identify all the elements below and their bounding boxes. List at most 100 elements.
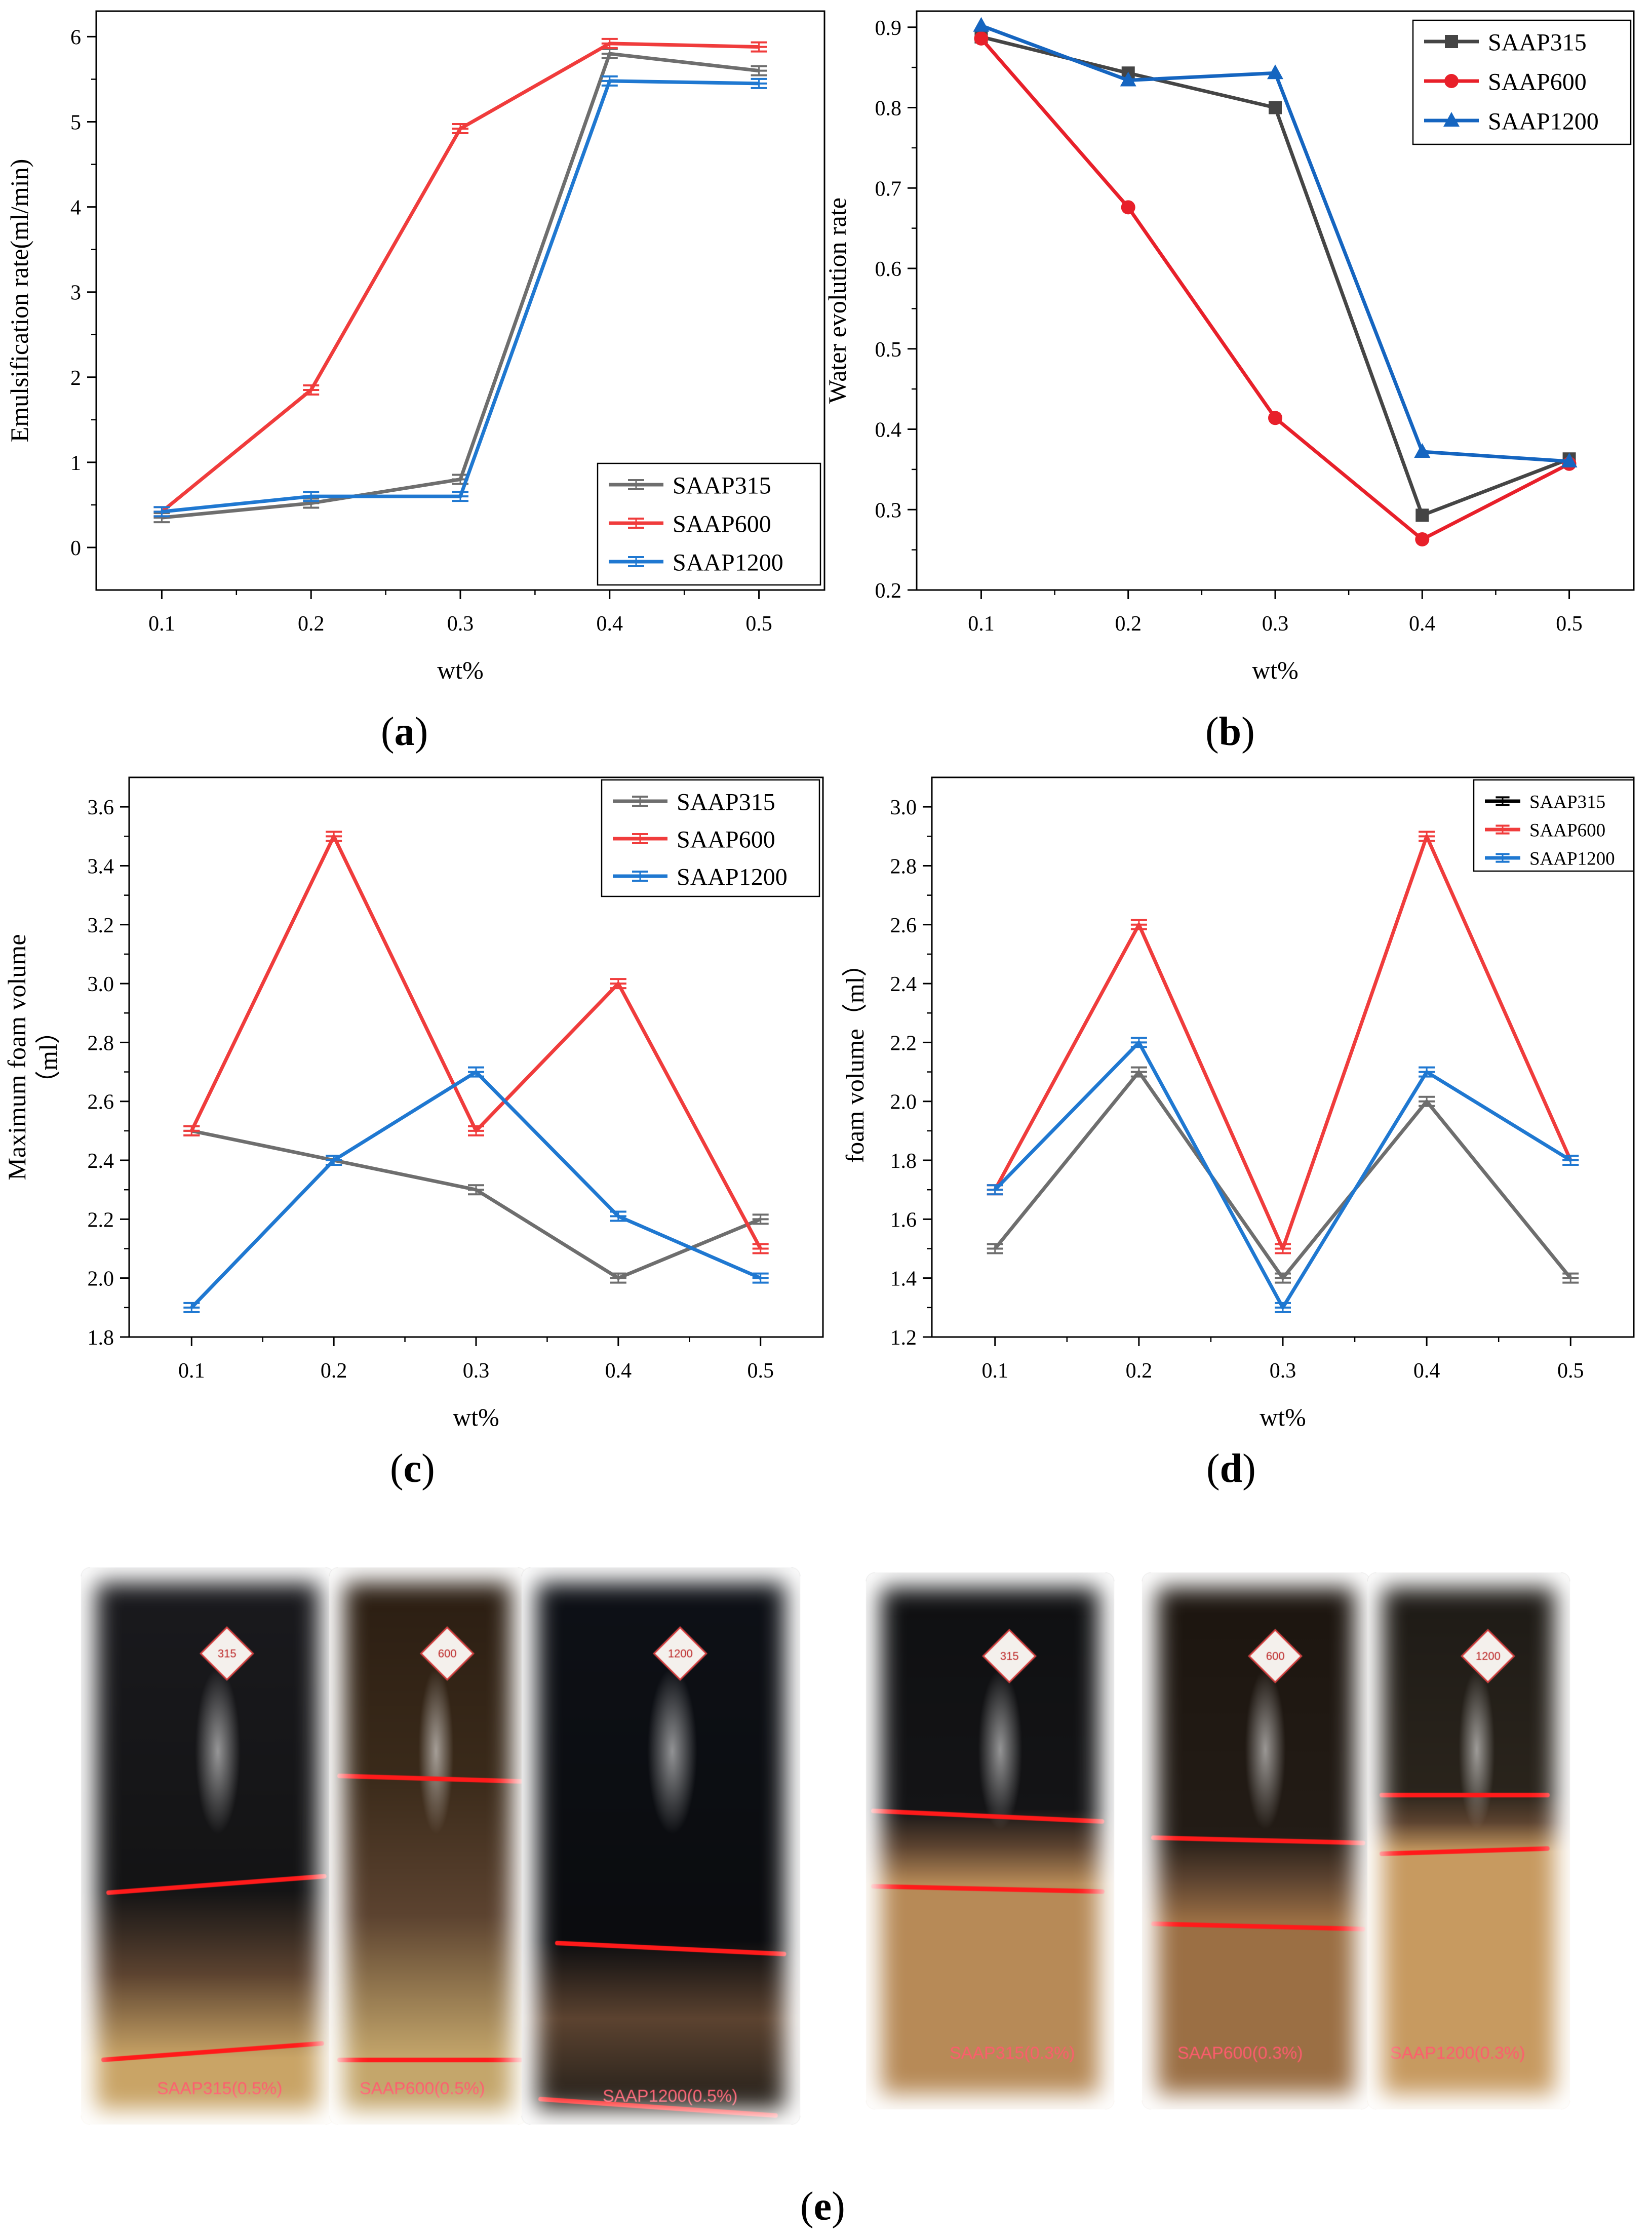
y-tick-label: 5 <box>70 111 81 135</box>
interface-line <box>871 1883 1105 1894</box>
tube-photo: 315 SAAP315(0.3%) <box>866 1573 1114 2109</box>
y-tick-label: 0.4 <box>875 419 902 442</box>
data-point <box>1267 64 1283 80</box>
series-SAAP315 <box>183 1125 769 1284</box>
interface-line <box>1380 1792 1550 1797</box>
y-tick-label: 1.6 <box>890 1208 917 1232</box>
legend: SAAP315 SAAP600 SAAP1200 <box>1473 779 1635 872</box>
series-SAAP315 <box>153 48 767 524</box>
y-axis-label: Water evolution rate <box>823 198 851 404</box>
tube-photo: 1200 SAAP1200(0.3%) <box>1367 1573 1570 2109</box>
glass-highlight <box>1244 1669 1286 1830</box>
y-tick-label: 6 <box>70 26 81 49</box>
panel-label-b: (b) <box>1205 710 1255 754</box>
y-tick-label: 3.4 <box>88 855 114 878</box>
x-tick-label: 0.3 <box>1270 1359 1296 1383</box>
glass-highlight <box>1459 1669 1495 1830</box>
glass-highlight <box>195 1668 241 1835</box>
y-tick-label: 1.4 <box>890 1268 917 1291</box>
y-tick-label: 1 <box>70 452 81 475</box>
legend-label: SAAP315 <box>673 472 771 499</box>
y-tick-label: 3.6 <box>88 796 114 819</box>
y-tick-label: 2.6 <box>88 1091 114 1114</box>
x-tick-label: 0.4 <box>597 612 623 636</box>
tube-photo: 600 SAAP600(0.5%) <box>329 1567 527 2125</box>
y-tick-label: 2.6 <box>890 914 917 937</box>
glass-highlight <box>418 1668 454 1835</box>
panel-label-e: (e) <box>800 2184 845 2229</box>
y-tick-label: 3.0 <box>88 973 114 996</box>
glass-highlight <box>647 1668 697 1835</box>
x-axis-label: wt% <box>437 656 484 684</box>
y-tick-label: 2 <box>70 367 81 390</box>
x-tick-label: 0.3 <box>447 612 474 636</box>
legend-label: SAAP1200 <box>677 863 788 890</box>
y-tick-label: 3.2 <box>88 914 114 937</box>
legend: SAAP315 SAAP600 SAAP1200 <box>597 462 821 586</box>
x-tick-label: 0.3 <box>1262 612 1289 636</box>
series-SAAP600 <box>987 831 1579 1254</box>
tube-caption: SAAP1200(0.5%) <box>603 2087 738 2106</box>
legend-label: SAAP1200 <box>1488 108 1599 135</box>
tube-caption: SAAP600(0.5%) <box>360 2079 485 2098</box>
y-tick-label: 0.5 <box>875 338 902 362</box>
x-tick-label: 0.1 <box>148 612 175 636</box>
x-tick-label: 0.4 <box>605 1359 632 1383</box>
y-tick-label: 0.8 <box>875 97 902 121</box>
interface-line <box>555 1941 786 1956</box>
x-tick-label: 0.2 <box>298 612 325 636</box>
y-tick-label: 2.2 <box>88 1208 114 1232</box>
y-tick-label: 0.2 <box>875 579 902 603</box>
interface-line <box>106 1874 327 1895</box>
x-tick-label: 0.1 <box>968 612 995 636</box>
legend: SAAP315 SAAP600 SAAP1200 <box>1412 19 1632 145</box>
series-SAAP315 <box>987 1066 1579 1284</box>
x-tick-label: 0.2 <box>1115 612 1142 636</box>
y-tick-label: 2.0 <box>88 1268 114 1291</box>
data-point <box>1415 532 1430 546</box>
interface-line <box>1151 1835 1366 1845</box>
glass-highlight <box>977 1669 1022 1830</box>
interface-line <box>1379 1846 1550 1857</box>
x-tick-label: 0.3 <box>463 1359 490 1383</box>
tube-caption: SAAP600(0.3%) <box>1177 2043 1303 2063</box>
panel-label-d: (d) <box>1206 1446 1256 1491</box>
data-point <box>1415 508 1429 522</box>
y-tick-label: 2.4 <box>890 973 917 996</box>
x-tick-label: 0.1 <box>178 1359 205 1383</box>
x-tick-label: 0.5 <box>747 1359 774 1383</box>
tube-caption: SAAP315(0.5%) <box>157 2079 283 2098</box>
x-axis-label: wt% <box>453 1403 499 1431</box>
data-point <box>1445 35 1458 48</box>
y-tick-label: 3 <box>70 282 81 305</box>
data-point <box>974 31 989 46</box>
x-tick-label: 0.2 <box>321 1359 347 1383</box>
legend-label: SAAP315 <box>677 789 775 815</box>
series-SAAP600 <box>153 37 767 518</box>
data-point <box>1120 71 1136 87</box>
chart-d: 0.1 0.2 0.3 0.4 0.5 1.2 1.4 1.6 1.8 2.0 2.2 2.4 2.6 2… <box>841 776 1635 1431</box>
panel-label-a: (a) <box>381 710 428 754</box>
y-axis-label: Maximum foam volume <box>3 934 31 1180</box>
series-line <box>994 1040 1572 1310</box>
legend-label: SAAP1200 <box>673 549 783 576</box>
data-point <box>1268 411 1282 425</box>
legend: SAAP315 SAAP600 SAAP1200 <box>601 779 820 897</box>
series-SAAP1200 <box>153 75 767 518</box>
x-tick-label: 0.5 <box>1557 1359 1584 1383</box>
interface-line <box>101 2041 325 2062</box>
y-axis-label: Emulsification rate(ml/min) <box>5 159 33 443</box>
x-tick-label: 0.1 <box>981 1359 1008 1383</box>
legend-label: SAAP600 <box>1529 820 1605 841</box>
series-line <box>161 42 759 514</box>
chart-c: 0.1 0.2 0.3 0.4 0.5 1.8 2.0 2.2 2.4 2.6 2.8 3.0 3.2 3… <box>3 776 824 1431</box>
tube-caption: SAAP315(0.3%) <box>950 2043 1075 2063</box>
y-tick-label: 2.8 <box>88 1032 114 1055</box>
y-tick-label: 1.2 <box>890 1326 917 1350</box>
tube-tag-label: 1200 <box>667 1646 693 1660</box>
data-point <box>1443 112 1460 127</box>
legend-label: SAAP600 <box>677 826 775 853</box>
y-axis-label: foam volume（ml） <box>841 952 869 1163</box>
legend-label: SAAP1200 <box>1529 848 1615 869</box>
